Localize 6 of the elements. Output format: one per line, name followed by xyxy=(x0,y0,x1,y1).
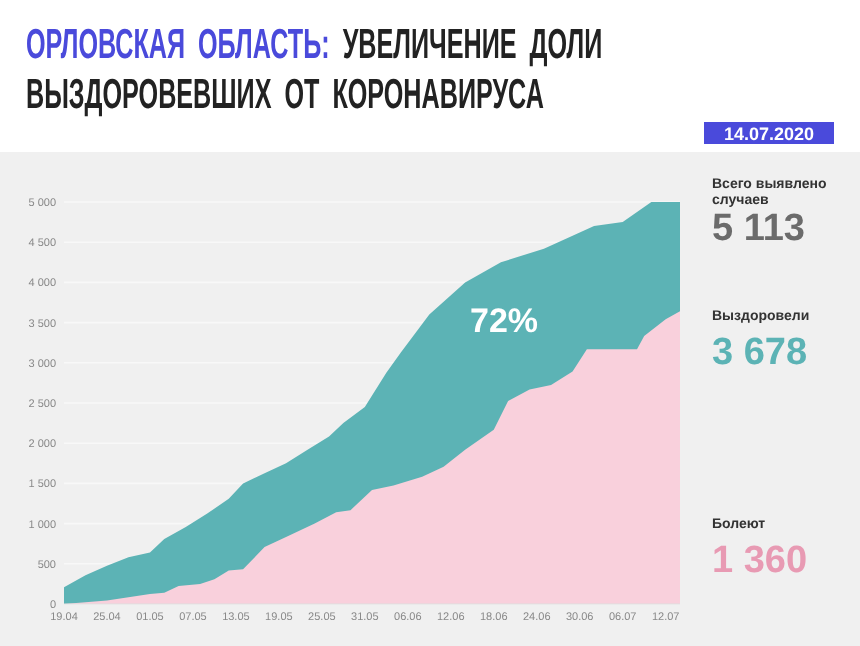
chart-title: ОРЛОВСКАЯ ОБЛАСТЬ: УВЕЛИЧЕНИЕ ДОЛИ ВЫЗДОРОВЕВШИХ ОТ КОРОНАВИРУСА xyxy=(26,19,603,118)
text: 14.07.2020 xyxy=(723,124,815,144)
text: 3 678 xyxy=(712,332,808,374)
annotation: 72% xyxy=(469,302,539,340)
text: 5 113 xyxy=(712,208,805,250)
text: 1 360 xyxy=(712,540,808,582)
